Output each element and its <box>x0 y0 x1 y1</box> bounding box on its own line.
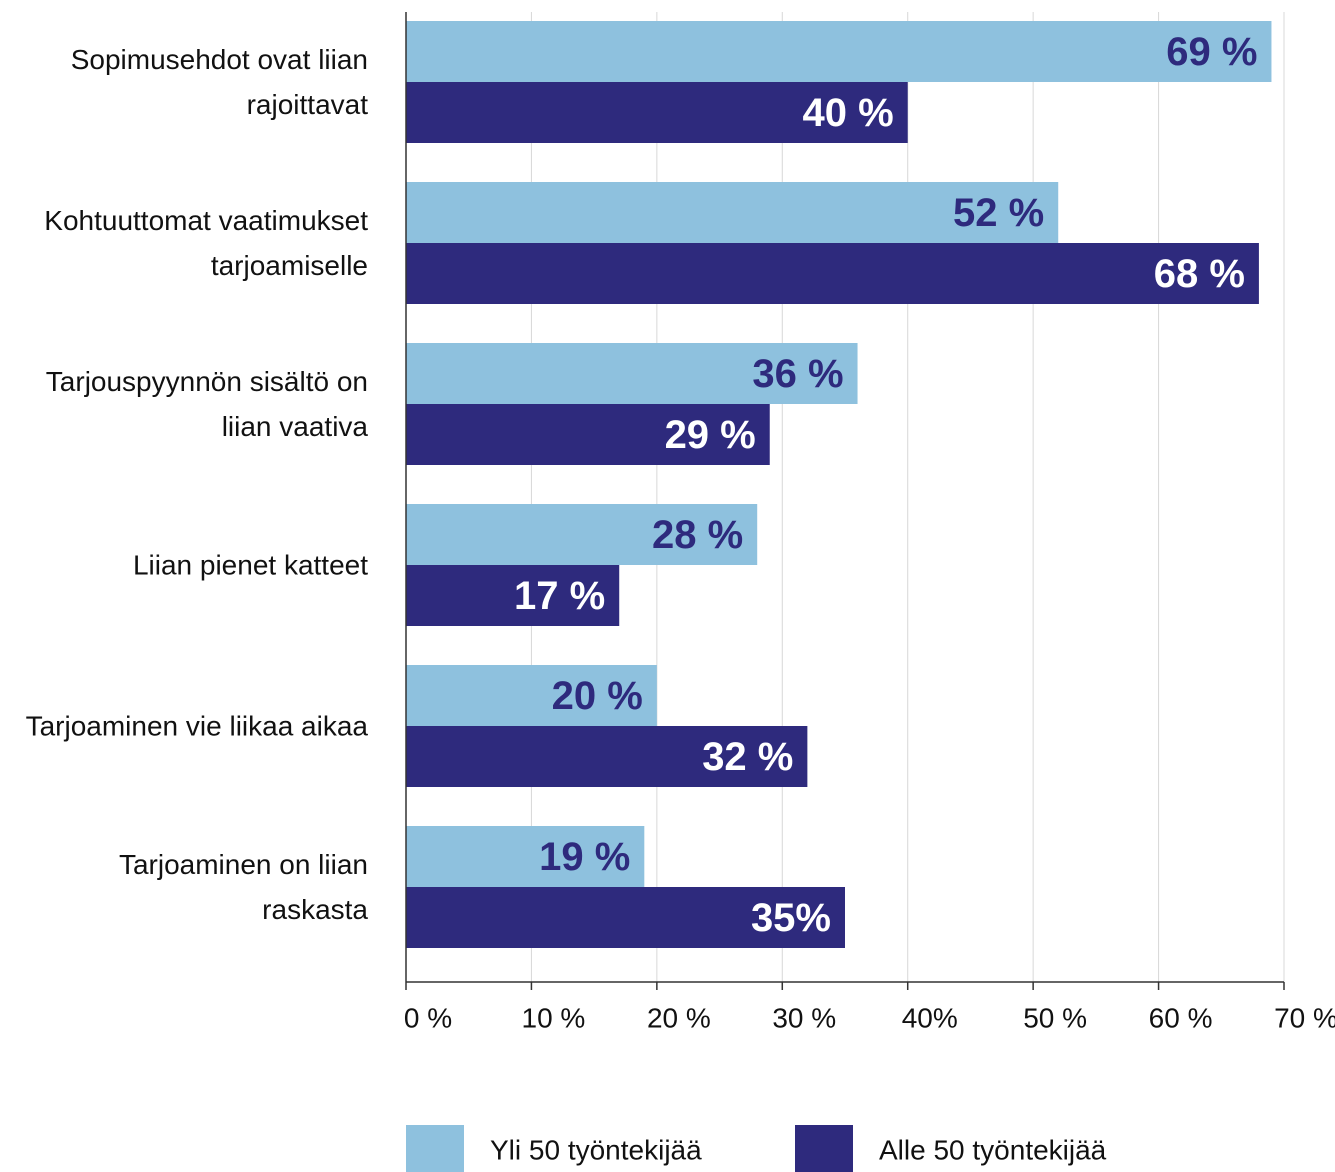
bar <box>406 82 908 143</box>
value-label: 20 % <box>552 674 643 718</box>
category-label: Sopimusehdot ovat liian rajoittavat <box>70 44 368 120</box>
legend-label: Yli 50 työntekijää <box>490 1134 702 1165</box>
legend-swatch <box>795 1125 853 1172</box>
bar <box>406 887 845 948</box>
x-tick-label: 60 % <box>1149 1002 1213 1033</box>
x-tick-label: 20 % <box>647 1002 711 1033</box>
value-label: 36 % <box>752 352 843 396</box>
bar <box>406 343 858 404</box>
bar <box>406 182 1059 243</box>
value-label: 52 % <box>953 191 1044 235</box>
x-tick-label: 0 % <box>404 1002 452 1033</box>
value-label: 28 % <box>652 513 743 557</box>
x-tick-label: 30 % <box>772 1002 836 1033</box>
category-label: Liian pienet katteet <box>132 549 368 581</box>
value-label: 17 % <box>514 574 605 618</box>
value-label: 32 % <box>702 735 793 779</box>
bar <box>406 826 645 887</box>
value-label: 68 % <box>1154 252 1245 296</box>
legend-label: Alle 50 työntekijää <box>879 1134 1107 1165</box>
bar <box>406 726 808 787</box>
category-label: Tarjoaminen vie liikaa aikaa <box>25 710 368 742</box>
bar <box>406 243 1259 304</box>
value-label: 29 % <box>665 413 756 457</box>
x-tick-label: 70 % <box>1274 1002 1335 1033</box>
bar <box>406 565 620 626</box>
value-label: 40 % <box>803 91 894 135</box>
x-tick-label: 50 % <box>1023 1002 1087 1033</box>
category-label: Kohtuuttomat vaatimukset tarjoamiselle <box>44 205 368 281</box>
legend-swatch <box>406 1125 464 1172</box>
x-tick-label: 40% <box>902 1002 958 1033</box>
value-label: 69 % <box>1166 30 1257 74</box>
x-tick-label: 10 % <box>522 1002 586 1033</box>
bar <box>406 665 657 726</box>
category-label: Tarjouspyynnön sisältö on liian vaativa <box>45 366 368 442</box>
value-label: 35% <box>751 896 831 940</box>
bar <box>406 504 758 565</box>
bar <box>406 21 1272 82</box>
bar <box>406 404 770 465</box>
category-label: Tarjoaminen on liian raskasta <box>118 849 368 925</box>
value-label: 19 % <box>539 835 630 879</box>
